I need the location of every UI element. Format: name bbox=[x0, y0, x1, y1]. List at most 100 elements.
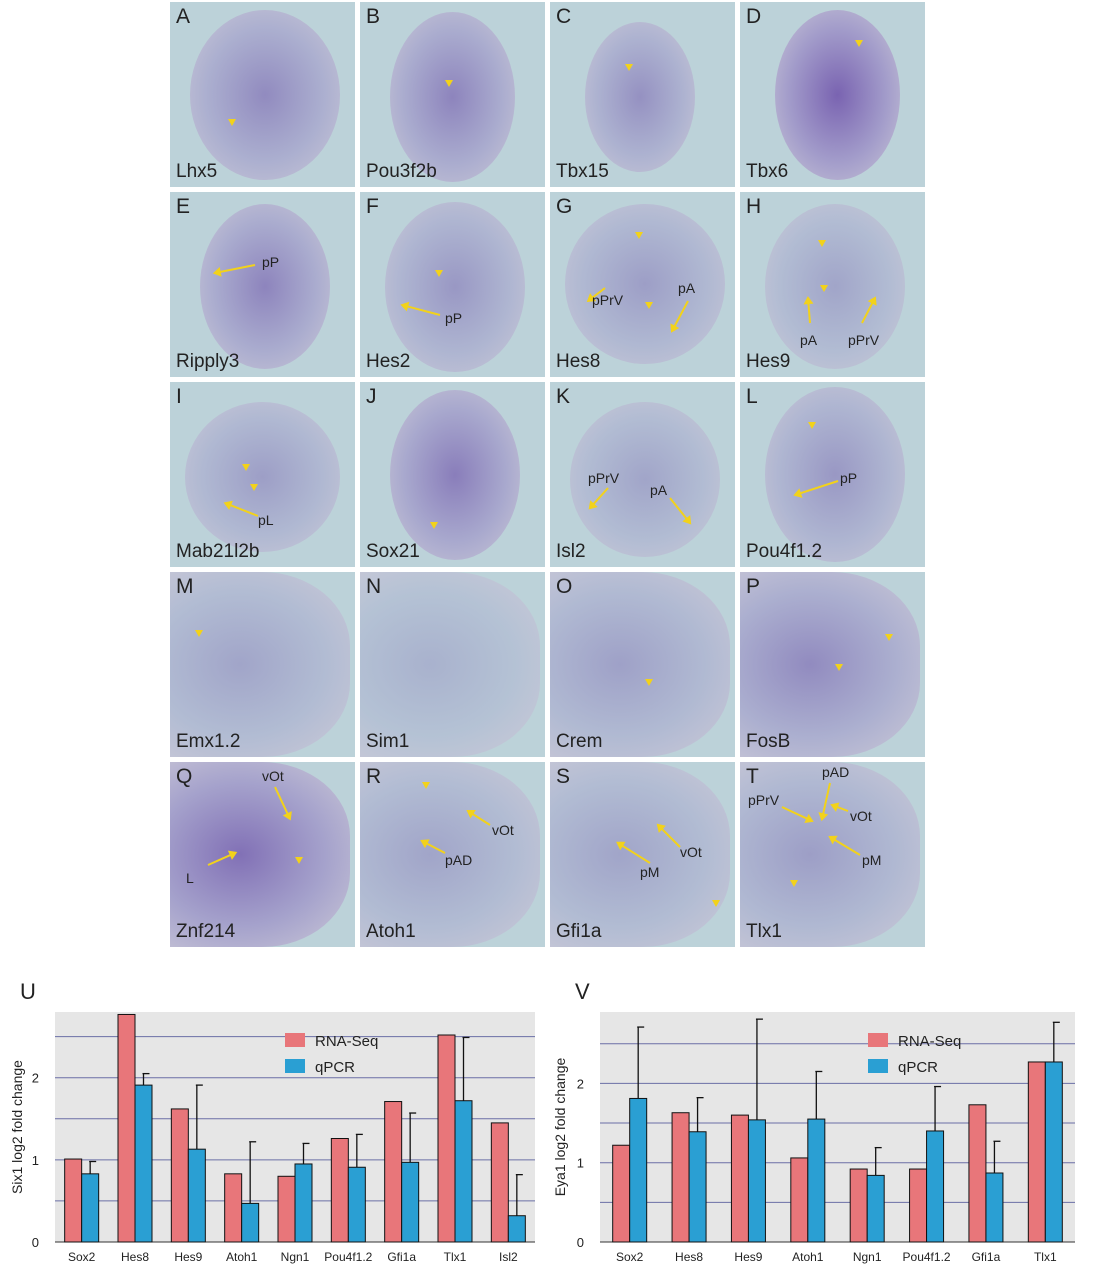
structure-annotation: pPrV bbox=[592, 292, 624, 308]
panel-letter: R bbox=[366, 765, 382, 788]
gene-label: Mab21l2b bbox=[176, 541, 260, 562]
gene-label: Sox21 bbox=[366, 541, 420, 562]
bar-rnaseq-ngn1 bbox=[849, 1168, 868, 1243]
panel-letter: F bbox=[366, 195, 379, 218]
legend-label: qPCR bbox=[315, 1059, 355, 1076]
x-tick-label: Hes9 bbox=[734, 1250, 762, 1264]
bar-rnaseq-tlx1 bbox=[437, 1034, 456, 1243]
y-tick-label: 0 bbox=[577, 1235, 584, 1250]
panel-g: G Hes8 pPrV pA bbox=[550, 192, 735, 377]
structure-annotation: pM bbox=[640, 864, 660, 880]
panel-n: N Sim1 bbox=[360, 572, 545, 757]
structure-annotation: pA bbox=[678, 280, 696, 296]
panel-letter: M bbox=[176, 575, 194, 598]
embryo-image bbox=[570, 402, 720, 557]
arrowhead-marker-icon bbox=[820, 285, 828, 292]
embryo-image bbox=[765, 204, 905, 369]
structure-annotation: pPrV bbox=[748, 792, 780, 808]
panel-letter: K bbox=[556, 385, 571, 408]
embryo-image bbox=[360, 762, 540, 947]
arrowhead-marker-icon bbox=[635, 232, 643, 239]
legend-label: RNA-Seq bbox=[315, 1033, 378, 1050]
arrowhead-marker-icon bbox=[195, 630, 203, 637]
bar-qpcr-ngn1 bbox=[866, 1174, 885, 1243]
x-tick-label: Pou4f1.2 bbox=[324, 1250, 372, 1264]
x-tick-label: Ngn1 bbox=[281, 1250, 310, 1264]
embryo-image bbox=[550, 762, 730, 947]
panel-c: C Tbx15 bbox=[550, 2, 735, 187]
arrowhead-marker-icon bbox=[625, 64, 633, 71]
bar-rnaseq-ngn1 bbox=[277, 1175, 296, 1243]
panel-letter: A bbox=[176, 5, 191, 28]
embryo-image bbox=[200, 204, 330, 369]
panel-label: U bbox=[20, 979, 36, 1004]
structure-annotation: pA bbox=[800, 332, 818, 348]
bar-qpcr-hes9 bbox=[187, 1148, 206, 1243]
x-tick-label: Gfi1a bbox=[972, 1250, 1001, 1264]
structure-annotation: vOt bbox=[850, 808, 872, 824]
structure-annotation: pPrV bbox=[588, 470, 620, 486]
panel-d: D Tbx6 bbox=[740, 2, 925, 187]
structure-annotation: pAD bbox=[445, 852, 473, 868]
panel-letter: J bbox=[366, 385, 377, 408]
y-axis-label: Six1 log2 fold change bbox=[9, 1060, 25, 1194]
panel-p: P FosB bbox=[740, 572, 925, 757]
y-tick-label: 2 bbox=[577, 1076, 584, 1091]
bar-qpcr-atoh1 bbox=[241, 1202, 260, 1243]
panel-b: B Pou3f2b bbox=[360, 2, 545, 187]
gene-label: Tlx1 bbox=[746, 921, 782, 942]
structure-annotation: pL bbox=[258, 512, 274, 528]
bar-rnaseq-sox2 bbox=[64, 1158, 83, 1243]
gene-label: Hes9 bbox=[746, 351, 791, 372]
legend-label: RNA-Seq bbox=[898, 1033, 961, 1050]
panel-letter: C bbox=[556, 5, 572, 28]
y-tick-label: 1 bbox=[32, 1153, 39, 1168]
structure-annotation: pM bbox=[862, 852, 882, 868]
embryo-image bbox=[765, 387, 905, 562]
gene-label: Crem bbox=[556, 731, 603, 752]
bar-qpcr-tlx1 bbox=[1044, 1061, 1063, 1243]
gene-label: FosB bbox=[746, 731, 791, 752]
legend-swatch bbox=[868, 1059, 888, 1073]
arrowhead-marker-icon bbox=[645, 302, 653, 309]
embryo-image bbox=[390, 12, 515, 182]
panel-letter: Q bbox=[176, 765, 193, 788]
panel-h: H Hes9 pA pPrV bbox=[740, 192, 925, 377]
embryo-image bbox=[585, 22, 695, 172]
arrowhead-marker-icon bbox=[790, 880, 798, 887]
embryo-image bbox=[390, 390, 520, 560]
x-tick-label: Tlx1 bbox=[1034, 1250, 1057, 1264]
bar-qpcr-atoh1 bbox=[807, 1118, 826, 1243]
arrowhead-marker-icon bbox=[430, 522, 438, 529]
panel-letter: G bbox=[556, 195, 573, 218]
arrowhead-marker-icon bbox=[835, 664, 843, 671]
x-tick-label: Atoh1 bbox=[792, 1250, 824, 1264]
arrowhead-marker-icon bbox=[435, 270, 443, 277]
gene-label: Hes8 bbox=[556, 351, 601, 372]
bar-qpcr-ngn1 bbox=[294, 1163, 313, 1243]
embryo-image bbox=[190, 10, 340, 180]
x-tick-label: Gfi1a bbox=[387, 1250, 416, 1264]
panel-letter: E bbox=[176, 195, 191, 218]
structure-annotation: L bbox=[186, 870, 194, 886]
bar-rnaseq-sox2 bbox=[612, 1144, 631, 1243]
panel-a: A Lhx5 bbox=[170, 2, 355, 187]
bar-rnaseq-isl2 bbox=[490, 1122, 509, 1243]
bar-charts-svg: U 0 1 2 Six1 log2 fold change Sox2 Hes8 Hes9 Ato… bbox=[9, 979, 1075, 1264]
bar-qpcr-sox2 bbox=[81, 1173, 100, 1243]
bar-qpcr-hes9 bbox=[747, 1119, 766, 1243]
y-tick-label: 0 bbox=[32, 1235, 39, 1250]
bar-qpcr-gfi1a bbox=[401, 1161, 420, 1243]
x-tick-label: Hes8 bbox=[675, 1250, 703, 1264]
bar-rnaseq-atoh1 bbox=[224, 1173, 243, 1243]
panel-s: S Gfi1a vOt pM bbox=[550, 762, 735, 947]
bar-rnaseq-atoh1 bbox=[790, 1157, 809, 1243]
structure-annotation: pP bbox=[262, 254, 280, 270]
embryo-image bbox=[740, 572, 920, 757]
x-tick-label: Isl2 bbox=[499, 1250, 518, 1264]
structure-annotation: pP bbox=[445, 310, 463, 326]
gene-label: Sim1 bbox=[366, 731, 410, 752]
bar-rnaseq-hes9 bbox=[730, 1114, 749, 1243]
panel-i: I Mab21l2b pL bbox=[170, 382, 355, 567]
bar-rnaseq-hes8 bbox=[117, 1013, 136, 1243]
